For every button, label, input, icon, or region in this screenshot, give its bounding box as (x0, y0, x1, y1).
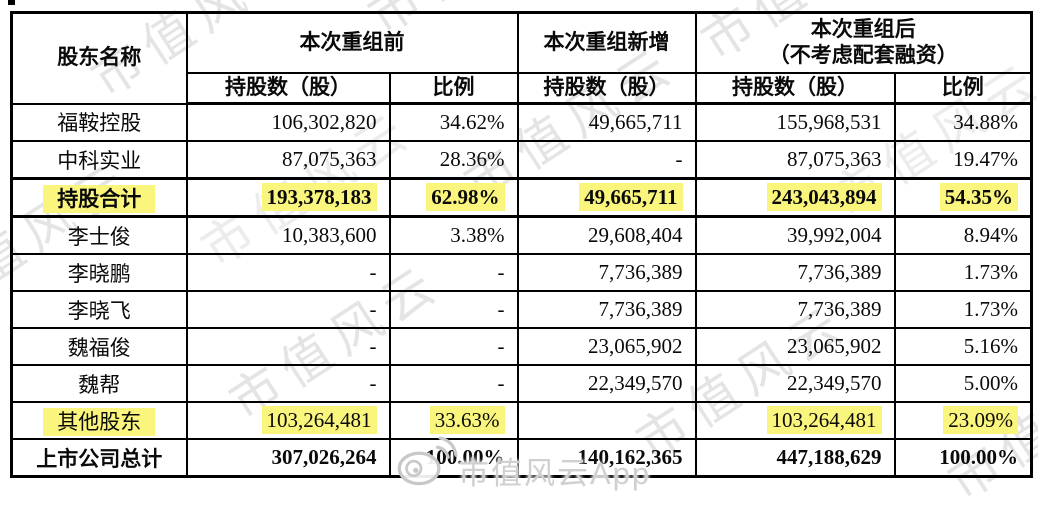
cell-new-shares: 22,349,570 (516, 364, 697, 403)
cell-pre-shares: 10,383,600 (185, 215, 391, 255)
cell-new-shares: 49,665,711 (516, 102, 697, 142)
cell-pre-shares: 307,026,264 (185, 438, 391, 478)
cell-post-ratio: 34.88% (893, 102, 1033, 142)
cell-pre-shares: - (185, 253, 391, 292)
cell-pre-ratio: - (388, 327, 519, 366)
header-post-ratio: 比例 (893, 71, 1033, 105)
header-group-post-restructuring: 本次重组后 （不考虑配套融资） (694, 11, 1033, 74)
cell-pre-ratio: 100.00% (388, 438, 519, 478)
header-post-line1: 本次重组后 (810, 17, 916, 41)
cell-shareholder-name: 魏帮 (10, 364, 188, 403)
cell-new-shares: 29,608,404 (516, 215, 697, 255)
cell-pre-ratio: 3.38% (388, 215, 519, 255)
cell-pre-ratio: 33.63% (388, 401, 519, 440)
cell-pre-ratio: 34.62% (388, 102, 519, 142)
table-row: 魏帮 - - 22,349,570 22,349,570 5.00% (10, 364, 1033, 403)
cell-post-ratio: 100.00% (893, 438, 1033, 478)
cell-shareholder-name: 持股合计 (10, 177, 188, 218)
cell-pre-shares: 193,378,183 (185, 177, 391, 218)
shareholding-table: 股东名称 本次重组前 本次重组新增 本次重组后 （不考虑配套融资） 持股数（股）… (10, 11, 1033, 478)
cell-pre-ratio: 28.36% (388, 140, 519, 180)
header-new-shares: 持股数（股） (516, 71, 697, 105)
cell-post-ratio: 5.00% (893, 364, 1033, 403)
cell-post-ratio: 1.73% (893, 253, 1033, 292)
cell-post-ratio: 23.09% (893, 401, 1033, 440)
cell-pre-shares: 106,302,820 (185, 102, 391, 142)
header-pre-shares: 持股数（股） (185, 71, 391, 105)
cell-pre-ratio: - (388, 290, 519, 329)
cell-post-shares: 22,349,570 (694, 364, 896, 403)
cell-shareholder-name: 福鞍控股 (10, 102, 188, 142)
header-pre-ratio: 比例 (388, 71, 519, 105)
cell-shareholder-name: 其他股东 (10, 401, 188, 440)
cell-pre-shares: - (185, 364, 391, 403)
cell-pre-ratio: 62.98% (388, 177, 519, 218)
cell-new-shares (516, 401, 697, 440)
header-post-shares: 持股数（股） (694, 71, 896, 105)
table-row: 李士俊 10,383,600 3.38% 29,608,404 39,992,0… (10, 215, 1033, 255)
cell-pre-ratio: - (388, 253, 519, 292)
cell-post-shares: 87,075,363 (694, 140, 896, 180)
cell-post-ratio: 8.94% (893, 215, 1033, 255)
header-group-pre-restructuring: 本次重组前 (185, 11, 519, 74)
cell-shareholder-name: 上市公司总计 (10, 438, 188, 478)
page-edge-mark (8, 0, 15, 5)
table-row-total: 上市公司总计 307,026,264 100.00% 140,162,365 4… (10, 438, 1033, 478)
table-row: 中科实业 87,075,363 28.36% - 87,075,363 19.4… (10, 140, 1033, 180)
table-row: 李晓鹏 - - 7,736,389 7,736,389 1.73% (10, 253, 1033, 292)
cell-shareholder-name: 中科实业 (10, 140, 188, 180)
cell-pre-shares: - (185, 327, 391, 366)
cell-post-shares: 39,992,004 (694, 215, 896, 255)
cell-new-shares: 49,665,711 (516, 177, 697, 218)
cell-shareholder-name: 李晓鹏 (10, 253, 188, 292)
cell-new-shares: 23,065,902 (516, 327, 697, 366)
cell-post-shares: 447,188,629 (694, 438, 896, 478)
cell-post-shares: 7,736,389 (694, 290, 896, 329)
cell-new-shares: 140,162,365 (516, 438, 697, 478)
cell-post-ratio: 5.16% (893, 327, 1033, 366)
cell-new-shares: 7,736,389 (516, 253, 697, 292)
header-group-new-shares: 本次重组新增 (516, 11, 697, 74)
cell-new-shares: - (516, 140, 697, 180)
cell-pre-ratio: - (388, 364, 519, 403)
cell-new-shares: 7,736,389 (516, 290, 697, 329)
table-row: 福鞍控股 106,302,820 34.62% 49,665,711 155,9… (10, 102, 1033, 142)
table-row: 魏福俊 - - 23,065,902 23,065,902 5.16% (10, 327, 1033, 366)
header-shareholder-name: 股东名称 (10, 11, 188, 105)
cell-pre-shares: 87,075,363 (185, 140, 391, 180)
cell-post-shares: 103,264,481 (694, 401, 896, 440)
cell-shareholder-name: 李士俊 (10, 215, 188, 255)
table-row: 李晓飞 - - 7,736,389 7,736,389 1.73% (10, 290, 1033, 329)
cell-post-ratio: 54.35% (893, 177, 1033, 218)
cell-post-shares: 155,968,531 (694, 102, 896, 142)
cell-post-ratio: 1.73% (893, 290, 1033, 329)
cell-post-shares: 243,043,894 (694, 177, 896, 218)
cell-shareholder-name: 魏福俊 (10, 327, 188, 366)
cell-pre-shares: - (185, 290, 391, 329)
cell-post-ratio: 19.47% (893, 140, 1033, 180)
cell-post-shares: 7,736,389 (694, 253, 896, 292)
table-row-other-shareholders: 其他股东 103,264,481 33.63% 103,264,481 23.0… (10, 401, 1033, 440)
cell-pre-shares: 103,264,481 (185, 401, 391, 440)
cell-post-shares: 23,065,902 (694, 327, 896, 366)
cell-shareholder-name: 李晓飞 (10, 290, 188, 329)
table-row-subtotal: 持股合计 193,378,183 62.98% 49,665,711 243,0… (10, 177, 1033, 218)
header-post-line2: （不考虑配套融资） (768, 43, 958, 67)
